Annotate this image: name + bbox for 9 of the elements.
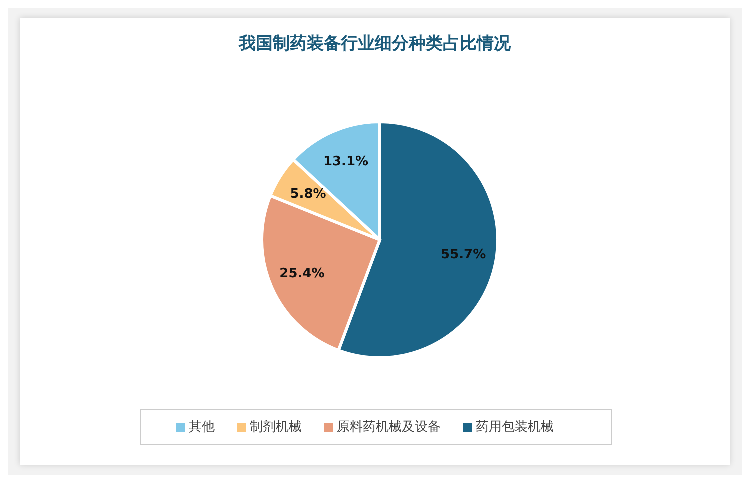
data-label: 5.8%	[290, 186, 326, 202]
data-label: 13.1%	[323, 154, 369, 170]
data-label: 55.7%	[441, 248, 486, 263]
data-label: 25.4%	[280, 266, 325, 282]
legend-label: 制剂机械	[250, 420, 302, 435]
legend-label: 其他	[189, 420, 215, 435]
chart-title: 我国制药装备行业细分种类占比情况	[238, 33, 512, 55]
legend-label: 药用包装机械	[476, 420, 554, 435]
legend-label: 原料药机械及设备	[337, 420, 441, 435]
